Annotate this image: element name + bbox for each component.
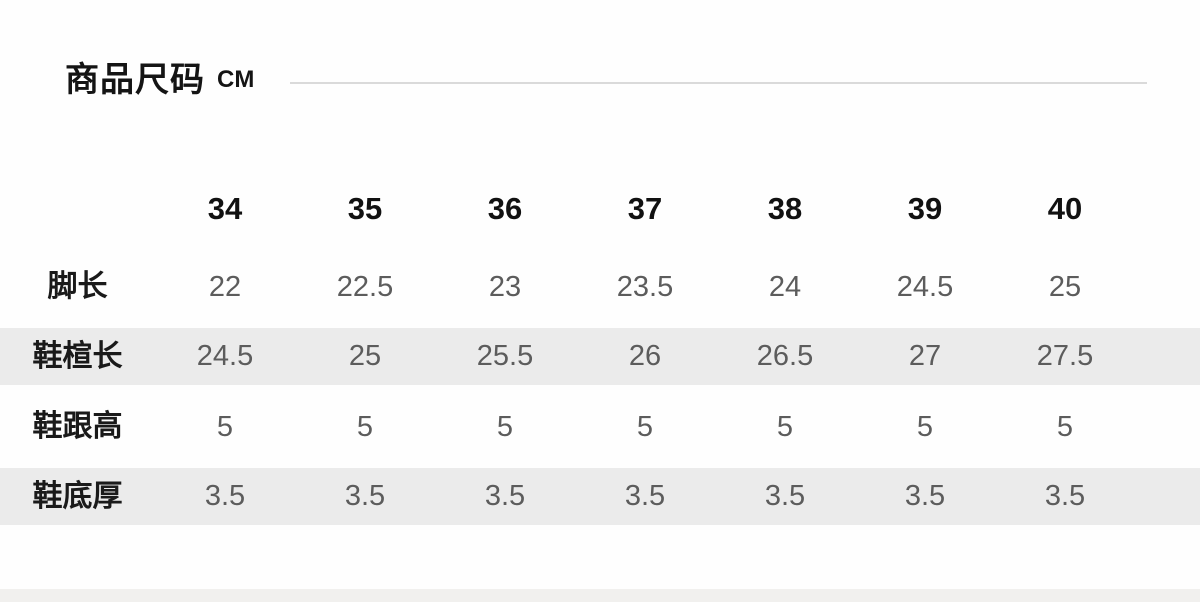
row-label: 鞋跟高 xyxy=(32,410,123,443)
value-cell: 26.5 xyxy=(756,340,814,372)
size-header-row: 34 35 36 37 38 39 40 xyxy=(0,173,1200,243)
value-cell: 5 xyxy=(776,410,794,443)
value-cell: 5 xyxy=(636,410,654,443)
value-cell: 3.5 xyxy=(764,480,806,512)
row-label: 鞋楦长 xyxy=(32,339,123,373)
value-cell: 3.5 xyxy=(484,480,526,512)
value-cell: 3.5 xyxy=(204,480,246,512)
table-row: 鞋跟高 5 5 5 5 5 5 5 xyxy=(0,392,1200,462)
page-title: 商品尺码 xyxy=(65,61,205,99)
value-cell: 5 xyxy=(356,410,374,443)
table-row: 鞋楦长 24.5 25 25.5 26 26.5 27 27.5 xyxy=(0,322,1200,392)
value-cell: 27.5 xyxy=(1036,340,1094,372)
value-cell: 5 xyxy=(1056,410,1074,443)
value-cell: 27 xyxy=(908,340,942,372)
value-cell: 24.5 xyxy=(896,270,954,303)
size-column-header: 40 xyxy=(1047,190,1083,226)
table-row: 脚长 22 22.5 23 23.5 24 24.5 25 xyxy=(0,252,1200,322)
value-cell: 25 xyxy=(348,340,382,372)
value-cell: 5 xyxy=(496,410,514,443)
value-cell: 23 xyxy=(488,270,522,303)
value-cell: 23.5 xyxy=(616,270,674,303)
row-label: 鞋底厚 xyxy=(32,479,123,513)
value-cell: 22.5 xyxy=(336,270,394,303)
size-column-header: 35 xyxy=(347,190,383,226)
size-column-header: 37 xyxy=(627,190,663,226)
value-cell: 22 xyxy=(208,270,242,303)
size-column-header: 39 xyxy=(907,190,943,226)
value-cell: 25.5 xyxy=(476,340,534,372)
bottom-bar xyxy=(0,589,1200,602)
value-cell: 3.5 xyxy=(624,480,666,512)
row-label: 脚长 xyxy=(47,270,108,303)
value-cell: 3.5 xyxy=(904,480,946,512)
value-cell: 5 xyxy=(216,410,234,443)
title-row: 商品尺码 CM xyxy=(65,60,1147,101)
table-row: 鞋底厚 3.5 3.5 3.5 3.5 3.5 3.5 3.5 xyxy=(0,462,1200,532)
size-column-header: 38 xyxy=(767,190,803,226)
value-cell: 5 xyxy=(916,410,934,443)
size-column-header: 34 xyxy=(207,190,243,226)
value-cell: 24 xyxy=(768,270,802,303)
size-column-header: 36 xyxy=(487,190,523,226)
size-table: 34 35 36 37 38 39 40 脚长 22 22.5 23 23.5 24 24.5 25 鞋楦长 2… xyxy=(0,173,1200,532)
value-cell: 26 xyxy=(628,340,662,372)
value-cell: 24.5 xyxy=(196,340,254,372)
title-divider xyxy=(290,82,1147,85)
unit-label: CM xyxy=(217,66,255,94)
value-cell: 3.5 xyxy=(1044,480,1086,512)
value-cell: 3.5 xyxy=(344,480,386,512)
value-cell: 25 xyxy=(1048,270,1082,303)
